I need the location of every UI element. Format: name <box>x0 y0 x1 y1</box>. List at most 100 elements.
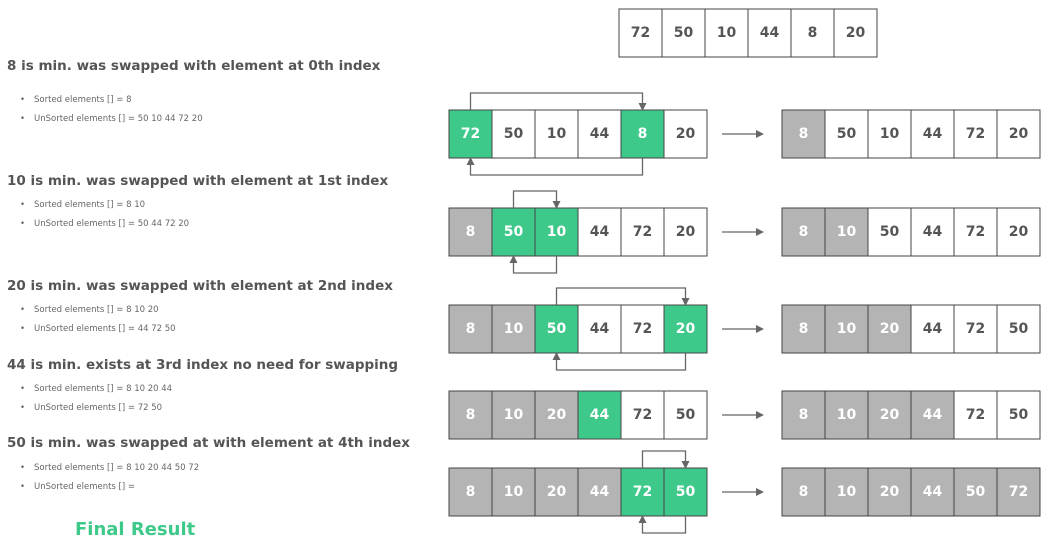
step-3-after-value-4: 72 <box>966 321 985 337</box>
step-3-after-value-0: 8 <box>799 321 809 337</box>
step-2-after-value-4: 72 <box>966 224 985 240</box>
swap-arrow-top-1 <box>469 92 647 111</box>
step-1-before-value-3: 44 <box>590 126 610 142</box>
swap-arrow-bottom-2 <box>509 255 558 274</box>
step-5-unsorted-label: UnSorted elements [] = <box>20 482 135 492</box>
step-3-title: 20 is min. was swapped with element at 2… <box>7 278 393 294</box>
step-2-after-cell-5 <box>996 207 1041 257</box>
initial-array-cell-3 <box>747 8 792 58</box>
initial-array-cell-4 <box>790 8 835 58</box>
step-1-after-cell-3 <box>910 109 955 159</box>
step-2-before-value-4: 72 <box>633 224 652 240</box>
step-2-before-value-2: 10 <box>547 224 567 240</box>
step-4-before: 8 10 20 44 72 50 <box>448 390 708 440</box>
step-4-after-cell-1 <box>824 390 869 440</box>
step-1-before-value-5: 20 <box>676 126 696 142</box>
step-2-after-value-0: 8 <box>799 224 809 240</box>
step-5-before-cell-0 <box>448 467 493 517</box>
step-1-before-cell-5 <box>663 109 708 159</box>
step-1-after-value-0: 8 <box>799 126 809 142</box>
step-3-after-cell-1 <box>824 304 869 354</box>
initial-array-cell-0 <box>618 8 663 58</box>
swap-arrow-bottom-5 <box>638 515 687 534</box>
swap-arrow-top-2 <box>512 190 561 209</box>
step-3-before-cell-3 <box>577 304 622 354</box>
step-4-before-value-5: 50 <box>676 407 696 423</box>
initial-array-cell-5 <box>833 8 878 58</box>
step-4-after-cell-2 <box>867 390 912 440</box>
step-4-before-value-3: 44 <box>590 407 610 423</box>
step-5-after-value-0: 8 <box>799 484 809 500</box>
swap-arrow-top-5 <box>641 450 690 469</box>
step-4-after-value-2: 20 <box>880 407 900 423</box>
step-3-before-cell-1 <box>491 304 536 354</box>
step-4-before-value-2: 20 <box>547 407 567 423</box>
step-5-after-value-2: 20 <box>880 484 900 500</box>
step-2-before-value-5: 20 <box>676 224 696 240</box>
step-2-before: 8 50 10 44 72 20 <box>448 207 708 257</box>
step-3-after-cell-3 <box>910 304 955 354</box>
step-5-after-value-5: 72 <box>1009 484 1028 500</box>
step-3-sorted-label: Sorted elements [] = 8 10 20 <box>20 305 159 315</box>
step-3-after-cell-0 <box>781 304 826 354</box>
step-5-after-value-1: 10 <box>837 484 857 500</box>
step-3-before-cell-0 <box>448 304 493 354</box>
step-1-unsorted-label: UnSorted elements [] = 50 10 44 72 20 <box>20 114 203 124</box>
step-3-before-value-3: 44 <box>590 321 610 337</box>
step-3-before-value-0: 8 <box>466 321 476 337</box>
step-5-before-value-3: 44 <box>590 484 610 500</box>
swap-arrow-bottom-1 <box>466 157 644 176</box>
step-2-before-value-3: 44 <box>590 224 610 240</box>
step-1-after-value-2: 10 <box>880 126 900 142</box>
step-1-after-value-4: 72 <box>966 126 985 142</box>
initial-array-value-4: 8 <box>808 25 818 41</box>
initial-array-value-1: 50 <box>674 25 694 41</box>
initial-array: 72 50 10 44 8 20 <box>618 8 878 58</box>
step-5-after-value-3: 44 <box>923 484 943 500</box>
step-3-after-value-2: 20 <box>880 321 900 337</box>
step-3-before-value-2: 50 <box>547 321 567 337</box>
step-3-before-cell-4 <box>620 304 665 354</box>
step-1-sorted-label: Sorted elements [] = 8 <box>20 95 132 105</box>
step-2-before-value-0: 8 <box>466 224 476 240</box>
step-2-after-cell-3 <box>910 207 955 257</box>
step-2-after-value-5: 20 <box>1009 224 1029 240</box>
initial-array-cell-2 <box>704 8 749 58</box>
step-1-after-cell-2 <box>867 109 912 159</box>
step-4-before-cell-5 <box>663 390 708 440</box>
swap-arrow-bottom-3 <box>552 352 687 371</box>
step-4-before-value-1: 10 <box>504 407 524 423</box>
step-4-before-cell-4 <box>620 390 665 440</box>
step-4-sorted-label: Sorted elements [] = 8 10 20 44 <box>20 384 172 394</box>
step-5-before-cell-3 <box>577 467 622 517</box>
step-3-before-value-5: 20 <box>676 321 696 337</box>
step-4-after-cell-5 <box>996 390 1041 440</box>
step-1-before-cell-3 <box>577 109 622 159</box>
step-1-before: 72 50 10 44 8 20 <box>448 109 708 159</box>
step-3-before-value-1: 10 <box>504 321 524 337</box>
step-5-before-value-2: 20 <box>547 484 567 500</box>
step-3-after-value-1: 10 <box>837 321 857 337</box>
step-3-after-cell-4 <box>953 304 998 354</box>
step-2-unsorted-label: UnSorted elements [] = 50 44 72 20 <box>20 219 189 229</box>
step-1-after: 8 50 10 44 72 20 <box>781 109 1041 159</box>
step-4-before-cell-1 <box>491 390 536 440</box>
step-5-after-cell-3 <box>910 467 955 517</box>
step-1-after-cell-4 <box>953 109 998 159</box>
explanation-panel: 8 is min. was swapped with element at 0t… <box>0 0 440 546</box>
step-3-after-value-3: 44 <box>923 321 943 337</box>
step-1-after-value-3: 44 <box>923 126 943 142</box>
step-3-before: 8 10 50 44 72 20 <box>448 304 708 354</box>
step-5-sorted-label: Sorted elements [] = 8 10 20 44 50 72 <box>20 463 199 473</box>
step-1-after-value-1: 50 <box>837 126 857 142</box>
step-5-before-value-5: 50 <box>676 484 696 500</box>
step-4-title: 44 is min. exists at 3rd index no need f… <box>7 357 399 373</box>
step-1-before-value-2: 10 <box>547 126 567 142</box>
step-4-after-value-5: 50 <box>1009 407 1029 423</box>
initial-array-value-3: 44 <box>760 25 780 41</box>
step-2-after-cell-0 <box>781 207 826 257</box>
step-4-before-cell-0 <box>448 390 493 440</box>
step-5-before-value-4: 72 <box>633 484 652 500</box>
initial-array-cell-1 <box>661 8 706 58</box>
step-4-after-cell-4 <box>953 390 998 440</box>
